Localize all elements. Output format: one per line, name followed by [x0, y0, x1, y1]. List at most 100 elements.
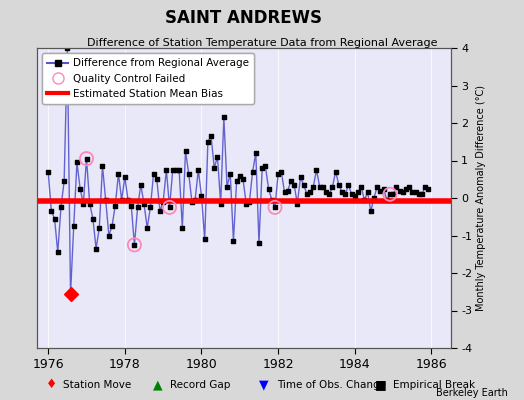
Point	[392, 184, 400, 190]
Point	[67, 290, 75, 297]
Point	[389, 191, 397, 198]
Point	[175, 167, 183, 173]
Point	[300, 182, 308, 188]
Point	[338, 189, 346, 196]
Point	[162, 167, 170, 173]
Point	[405, 184, 413, 190]
Point	[271, 204, 279, 210]
Point	[216, 200, 225, 207]
Text: Record Gap: Record Gap	[170, 380, 231, 390]
Point	[149, 170, 158, 177]
Point	[258, 165, 266, 171]
Point	[156, 208, 164, 214]
Point	[223, 184, 231, 190]
Y-axis label: Monthly Temperature Anomaly Difference (°C): Monthly Temperature Anomaly Difference (…	[476, 85, 486, 311]
Point	[297, 174, 305, 180]
Point	[73, 159, 81, 166]
Point	[386, 191, 394, 198]
Point	[159, 198, 167, 205]
Point	[411, 189, 420, 196]
Point	[402, 186, 410, 192]
Point	[274, 170, 282, 177]
Point	[354, 189, 362, 196]
Point	[114, 170, 123, 177]
Point	[325, 191, 333, 198]
Point	[181, 148, 190, 154]
Point	[127, 202, 135, 209]
Point	[395, 187, 403, 194]
Point	[226, 170, 234, 177]
Point	[242, 200, 250, 207]
Point	[293, 200, 301, 207]
Point	[414, 191, 423, 198]
Point	[140, 200, 148, 207]
Text: Difference of Station Temperature Data from Regional Average: Difference of Station Temperature Data f…	[87, 38, 437, 48]
Point	[252, 150, 260, 156]
Point	[102, 197, 110, 203]
Point	[169, 167, 177, 173]
Point	[47, 208, 56, 214]
Point	[236, 172, 244, 179]
Point	[143, 225, 151, 231]
Point	[146, 204, 155, 210]
Point	[277, 168, 286, 175]
Point	[303, 191, 311, 198]
Text: ♦: ♦	[46, 378, 57, 392]
Point	[309, 184, 318, 190]
Title: SAINT ANDREWS: SAINT ANDREWS	[165, 9, 322, 27]
Point	[322, 189, 330, 196]
Point	[67, 290, 75, 297]
Text: ■: ■	[375, 378, 387, 392]
Point	[319, 184, 327, 190]
Point	[421, 184, 429, 190]
Point	[283, 187, 292, 194]
Point	[89, 216, 97, 222]
Point	[268, 197, 276, 203]
Point	[341, 191, 350, 198]
Point	[315, 184, 324, 190]
Point	[360, 197, 368, 203]
Point	[166, 204, 174, 210]
Point	[188, 198, 196, 205]
Point	[424, 186, 432, 192]
Point	[399, 189, 407, 196]
Point	[85, 200, 94, 207]
Point	[201, 236, 209, 242]
Point	[178, 225, 187, 231]
Point	[332, 168, 340, 175]
Point	[367, 208, 375, 214]
Point	[130, 242, 139, 248]
Point	[328, 184, 336, 190]
Point	[184, 170, 193, 177]
Point	[373, 184, 381, 190]
Point	[280, 189, 289, 196]
Point	[105, 232, 113, 239]
Text: Berkeley Earth: Berkeley Earth	[436, 388, 508, 398]
Text: ▼: ▼	[259, 378, 269, 392]
Point	[108, 223, 116, 229]
Point	[210, 165, 219, 171]
Point	[207, 133, 215, 139]
Text: ▲: ▲	[152, 378, 162, 392]
Point	[95, 225, 103, 231]
Point	[248, 168, 257, 175]
Legend: Difference from Regional Average, Quality Control Failed, Estimated Station Mean: Difference from Regional Average, Qualit…	[42, 53, 254, 104]
Point	[92, 246, 100, 252]
Point	[111, 202, 119, 209]
Point	[271, 204, 279, 210]
Point	[335, 182, 343, 188]
Point	[229, 238, 237, 244]
Point	[44, 168, 52, 175]
Point	[50, 216, 59, 222]
Point	[124, 197, 132, 203]
Text: Time of Obs. Change: Time of Obs. Change	[277, 380, 386, 390]
Point	[408, 189, 417, 196]
Point	[386, 191, 394, 198]
Point	[198, 193, 206, 199]
Point	[265, 186, 273, 192]
Point	[82, 156, 91, 162]
Point	[376, 187, 385, 194]
Point	[166, 204, 174, 210]
Point	[357, 184, 365, 190]
Point	[130, 242, 139, 248]
